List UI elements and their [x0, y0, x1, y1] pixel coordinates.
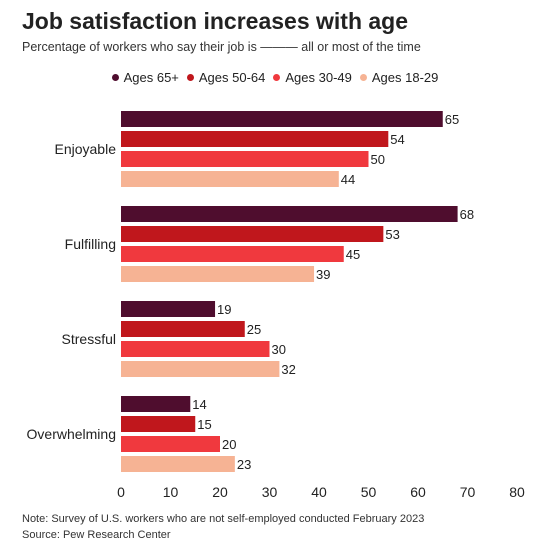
- data-label: 65: [445, 112, 459, 127]
- x-tick-label: 40: [311, 484, 327, 500]
- category-label: Overwhelming: [27, 426, 116, 442]
- legend-item-0: Ages 65+: [111, 70, 179, 85]
- bar: [121, 266, 315, 282]
- category-label: Enjoyable: [55, 141, 117, 157]
- data-label: 14: [192, 397, 206, 412]
- data-label: 54: [390, 132, 404, 147]
- data-label: 44: [341, 172, 355, 187]
- x-tick-label: 50: [361, 484, 377, 500]
- legend-swatch: [111, 74, 119, 81]
- bar: [121, 151, 369, 167]
- data-label: 39: [316, 267, 330, 282]
- x-tick-label: 60: [410, 484, 426, 500]
- x-tick-label: 10: [163, 484, 179, 500]
- data-label: 50: [371, 152, 385, 167]
- legend-label: Ages 50-64: [198, 70, 266, 85]
- chart-subtitle: Percentage of workers who say their job …: [22, 40, 421, 54]
- bar: [121, 416, 196, 432]
- chart-title: Job satisfaction increases with age: [22, 8, 409, 34]
- bar: [121, 246, 344, 262]
- data-label: 53: [385, 227, 399, 242]
- legend-item-2: Ages 30-49: [273, 70, 352, 85]
- data-label: 23: [237, 457, 251, 472]
- bar: [121, 456, 235, 472]
- data-label: 19: [217, 302, 231, 317]
- x-tick-label: 20: [212, 484, 228, 500]
- bar: [121, 226, 384, 242]
- bar: [121, 131, 389, 147]
- data-label: 32: [281, 362, 295, 377]
- bar: [121, 396, 191, 412]
- category-label: Fulfilling: [65, 236, 116, 252]
- data-label: 68: [460, 207, 474, 222]
- data-label: 45: [346, 247, 360, 262]
- bar: [121, 171, 339, 187]
- legend-label: Ages 65+: [123, 70, 179, 85]
- x-tick-label: 30: [262, 484, 278, 500]
- bar: [121, 361, 280, 377]
- data-label: 15: [197, 417, 211, 432]
- legend-item-3: Ages 18-29: [359, 70, 439, 85]
- legend-item-1: Ages 50-64: [186, 70, 266, 85]
- chart-source: Source: Pew Research Center: [22, 529, 171, 541]
- data-label: 30: [272, 342, 286, 357]
- bar: [121, 301, 216, 317]
- legend-swatch: [186, 74, 194, 81]
- x-tick-label: 0: [117, 484, 125, 500]
- x-tick-label: 80: [509, 484, 525, 500]
- legend-swatch: [273, 74, 281, 81]
- x-tick-label: 70: [460, 484, 476, 500]
- bar: [121, 206, 458, 222]
- category-label: Stressful: [62, 331, 116, 347]
- bar: [121, 436, 220, 452]
- bar: [121, 321, 245, 337]
- chart-note: Note: Survey of U.S. workers who are not…: [22, 513, 425, 525]
- bar: [121, 341, 270, 357]
- chart-legend: Ages 65+ Ages 50-64 Ages 30-49 Ages 18-29: [0, 70, 550, 85]
- legend-label: Ages 30-49: [285, 70, 352, 85]
- legend-swatch: [359, 74, 367, 81]
- data-label: 25: [247, 322, 261, 337]
- data-label: 20: [222, 437, 236, 452]
- bar: [121, 111, 443, 127]
- legend-label: Ages 18-29: [371, 70, 439, 85]
- bar-chart: Enjoyable 65 54 50 44 Fulfilling 68 53 45 39 Stres…: [27, 111, 525, 500]
